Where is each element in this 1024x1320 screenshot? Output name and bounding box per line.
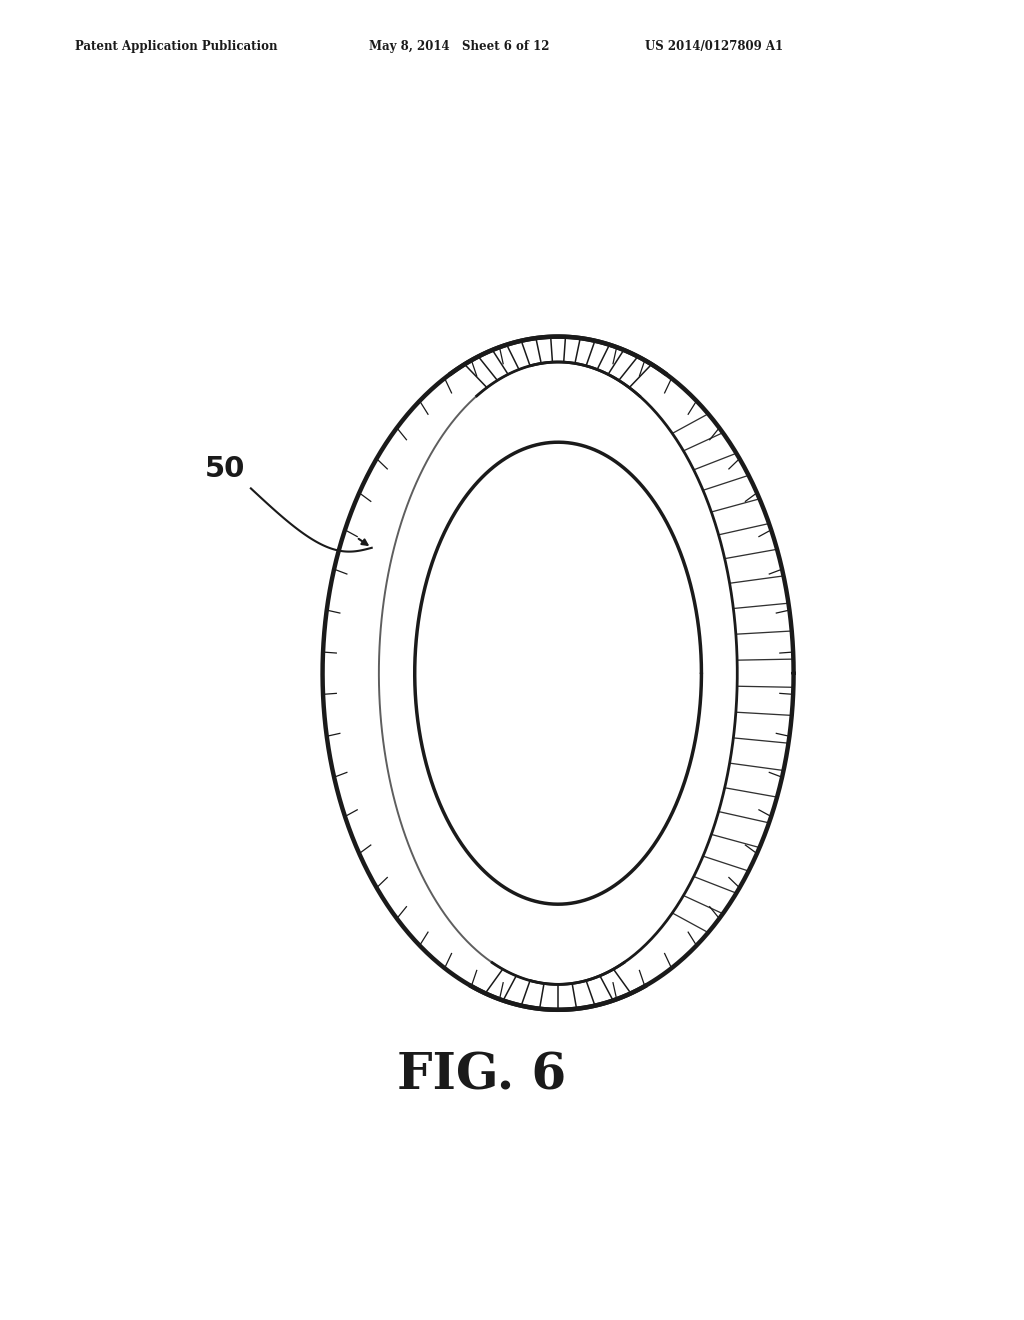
Text: 50: 50: [205, 454, 245, 483]
Text: US 2014/0127809 A1: US 2014/0127809 A1: [645, 40, 783, 53]
Text: FIG. 6: FIG. 6: [396, 1051, 566, 1100]
Text: Patent Application Publication: Patent Application Publication: [75, 40, 278, 53]
Text: May 8, 2014   Sheet 6 of 12: May 8, 2014 Sheet 6 of 12: [369, 40, 549, 53]
